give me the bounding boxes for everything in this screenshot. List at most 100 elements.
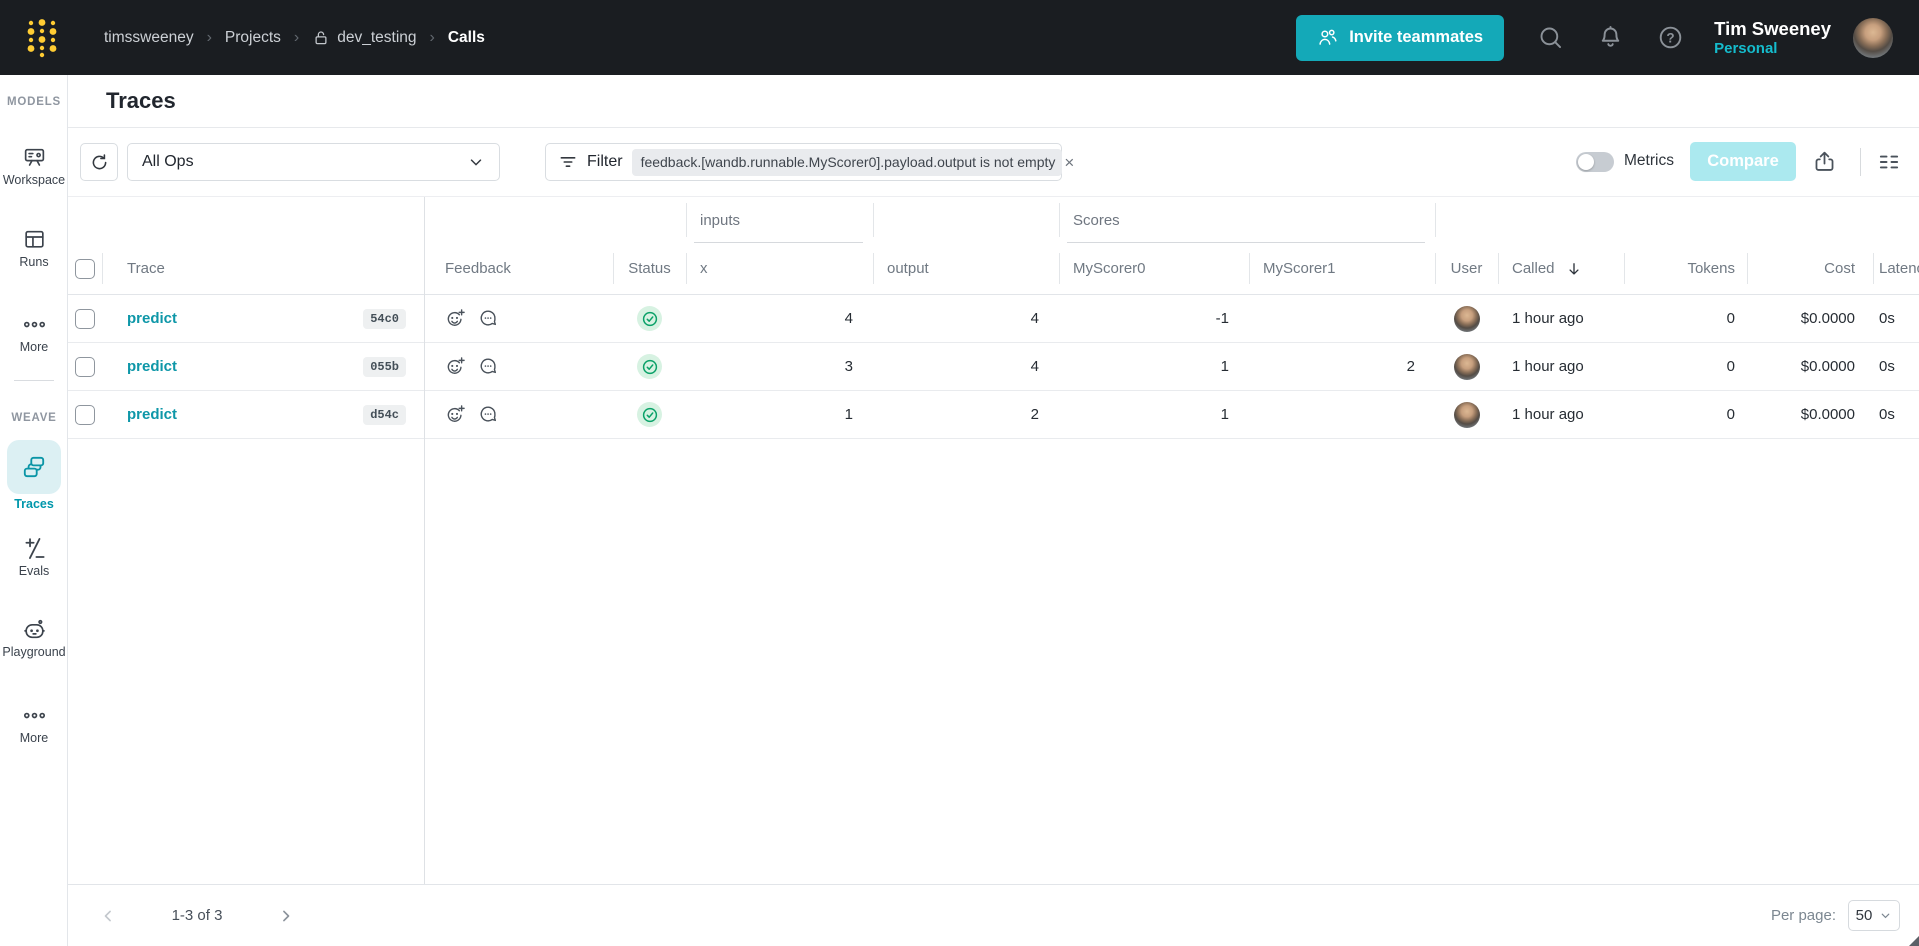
breadcrumb-entity[interactable]: timssweeney [104,28,194,46]
breadcrumb-project[interactable]: dev_testing [312,28,417,47]
trace-cell: predict 54c0 [102,295,424,342]
column-header-status[interactable]: Status [613,243,686,294]
sidebar-item-workspace[interactable]: Workspace [0,145,68,187]
compare-button[interactable]: Compare [1690,142,1796,181]
manage-columns-icon[interactable] [1876,149,1902,175]
sidebar-section-weave: WEAVE [11,412,57,424]
feedback-cell [424,391,613,438]
notifications-bell-icon[interactable] [1597,24,1624,51]
feedback-cell [424,295,613,342]
help-icon[interactable]: ? [1657,24,1684,51]
lock-icon [312,29,330,47]
breadcrumb-calls[interactable]: Calls [447,28,485,46]
previous-page-icon[interactable] [98,906,118,926]
column-header-feedback[interactable]: Feedback [424,243,613,294]
comment-icon[interactable] [478,404,499,425]
sidebar-divider [14,380,54,381]
column-header-cost[interactable]: Cost [1747,243,1873,294]
wandb-logo-icon[interactable] [24,17,60,59]
row-checkbox[interactable] [75,404,95,425]
call-id-badge: d54c [363,404,406,425]
per-page-label: Per page: [1770,907,1836,924]
group-header-scores: Scores [1059,197,1435,243]
column-header-tokens[interactable]: Tokens [1624,243,1747,294]
column-header-user[interactable]: User [1435,243,1498,294]
ops-filter-select[interactable]: All Ops [127,143,500,181]
sidebar-item-evals[interactable]: Evals [0,536,68,578]
column-header-latency[interactable]: Latency [1873,243,1919,294]
column-header-called[interactable]: Called [1498,243,1624,294]
sidebar-item-playground[interactable]: Playground [0,617,68,659]
add-reaction-icon[interactable] [445,356,466,377]
column-header-myscorer0[interactable]: MyScorer0 [1059,243,1249,294]
select-all-checkbox[interactable] [75,258,95,279]
sidebar-item-label: More [19,340,49,354]
call-id-badge: 055b [363,356,406,377]
chevron-down-icon [467,153,485,171]
column-header-x[interactable]: x [686,243,873,294]
row-checkbox[interactable] [75,308,95,329]
filter-bar[interactable]: Filter feedback.[wandb.runnable.MyScorer… [545,143,1074,181]
table-row[interactable]: predict d54c [68,391,1919,439]
cost-cell: $0.0000 [1800,310,1855,327]
output-cell: 4 [1030,310,1039,327]
myscorer0-cell: 1 [1220,406,1229,423]
invite-teammates-button[interactable]: Invite teammates [1296,14,1505,61]
calls-table: inputs Scores Trace Feedback Status x ou… [68,196,1919,884]
trace-link[interactable]: predict [127,406,178,423]
feedback-cell [424,343,613,390]
sidebar-item-label: More [19,731,49,745]
table-row[interactable]: predict 54c0 [68,295,1919,343]
per-page-control: Per page: 50 [1771,900,1900,931]
evals-icon [0,536,68,561]
filter-label: Filter [587,153,623,170]
myscorer1-cell [1249,391,1435,438]
left-sidebar: MODELS Workspace Runs [0,75,68,946]
filter-chip-close-icon[interactable]: × [1064,152,1075,172]
table-row[interactable]: predict 055b [68,343,1919,391]
cost-cell: $0.0000 [1800,358,1855,375]
add-reaction-icon[interactable] [445,404,466,425]
invite-teammates-label: Invite teammates [1349,28,1484,46]
breadcrumb-project-label: dev_testing [337,28,417,46]
user-menu[interactable]: Tim Sweeney Personal [1714,18,1831,58]
row-checkbox[interactable] [75,356,95,377]
myscorer1-cell: 2 [1406,358,1415,375]
latency-cell: 0s [1879,358,1895,375]
column-header-output[interactable]: output [873,243,1059,294]
trace-link[interactable]: predict [127,358,178,375]
sidebar-section-models: MODELS [7,96,61,108]
sidebar-item-runs[interactable]: Runs [0,227,68,269]
breadcrumb-separator: › [206,28,212,46]
search-icon[interactable] [1537,24,1564,51]
user-avatar[interactable] [1853,17,1893,58]
breadcrumb-projects[interactable]: Projects [224,28,281,46]
add-reaction-icon[interactable] [445,308,466,329]
filter-chip[interactable]: feedback.[wandb.runnable.MyScorer0].payl… [631,148,1074,176]
trace-link[interactable]: predict [127,310,178,327]
user-avatar [1453,305,1480,332]
user-avatar [1453,401,1480,428]
status-success-icon [637,306,662,331]
group-blank [68,197,424,243]
user-cell [1435,391,1498,438]
metrics-toggle[interactable] [1576,152,1614,172]
column-header-trace[interactable]: Trace [102,243,424,294]
column-header-myscorer1[interactable]: MyScorer1 [1249,243,1435,294]
traces-active-highlight [7,440,61,494]
pinned-column-divider [424,197,425,884]
sidebar-item-traces[interactable]: Traces [0,440,68,511]
comment-icon[interactable] [478,308,499,329]
sidebar-item-more-weave[interactable]: More [0,703,68,745]
filter-icon [558,152,578,172]
trace-cell: predict 055b [102,343,424,390]
sidebar-item-more-models[interactable]: More [0,312,68,354]
next-page-icon[interactable] [276,906,296,926]
window-resize-grip[interactable] [1909,936,1919,946]
refresh-button[interactable] [80,143,118,181]
sort-desc-icon[interactable] [1565,260,1583,278]
per-page-select[interactable]: 50 [1848,900,1900,931]
export-icon[interactable] [1812,149,1837,174]
comment-icon[interactable] [478,356,499,377]
sidebar-item-label: Playground [2,645,66,659]
